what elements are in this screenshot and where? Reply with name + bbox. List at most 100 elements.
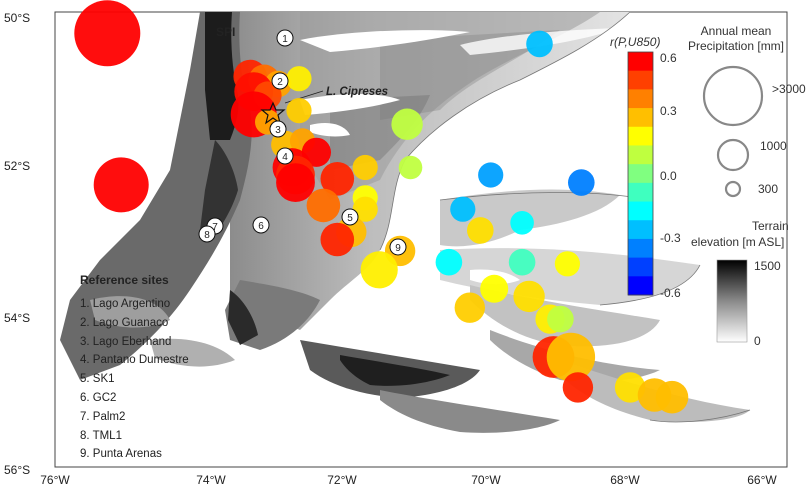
station-marker bbox=[306, 188, 341, 223]
svg-text:8: 8 bbox=[204, 230, 210, 241]
colorbar-segment bbox=[628, 164, 653, 184]
reference-site-item: 8. TML1 bbox=[80, 430, 122, 442]
site-marker-9: 9 bbox=[389, 238, 407, 256]
station-marker bbox=[276, 163, 315, 203]
reference-site-item: 4. Pantano Dumestre bbox=[80, 354, 189, 366]
site-marker-6: 6 bbox=[252, 216, 270, 234]
latitude-axis: 50°S 52°S 54°S 56°S bbox=[4, 11, 30, 477]
station-marker bbox=[526, 30, 553, 58]
elevation-legend: Terrain elevation [m ASL] 1500 0 bbox=[691, 219, 789, 348]
lat-tick: 56°S bbox=[4, 463, 30, 477]
reference-site-item: 5. SK1 bbox=[80, 373, 115, 385]
colorbar-tick: 0.0 bbox=[660, 169, 677, 183]
reference-site-item: 9. Punta Arenas bbox=[80, 448, 162, 460]
station-marker bbox=[562, 372, 594, 403]
station-marker bbox=[454, 292, 485, 323]
precip-legend-circle-small bbox=[724, 180, 742, 198]
elev-legend-title-1: Terrain bbox=[752, 219, 789, 233]
elev-legend-max: 1500 bbox=[754, 259, 781, 273]
station-marker bbox=[391, 108, 423, 140]
station-marker bbox=[467, 217, 494, 244]
precip-legend-value: >3000 bbox=[772, 82, 806, 96]
reference-sites-title: Reference sites bbox=[80, 273, 169, 287]
site-marker-4: 4 bbox=[276, 147, 294, 165]
station-markers bbox=[74, 0, 689, 414]
elevation-gradient-bar bbox=[716, 259, 748, 343]
station-marker bbox=[614, 372, 646, 403]
reference-site-markers: 1 2 3 4 5 6 7 8 9 bbox=[198, 29, 407, 256]
precip-legend-circle-medium bbox=[716, 138, 750, 172]
svg-text:6: 6 bbox=[258, 221, 264, 232]
lon-tick: 74°W bbox=[196, 473, 226, 487]
elev-legend-min: 0 bbox=[754, 334, 761, 348]
precipitation-size-legend: Annual mean Precipitation [mm] >3000 100… bbox=[688, 24, 806, 198]
lon-tick: 66°W bbox=[747, 473, 777, 487]
colorbar-tick: -0.3 bbox=[660, 231, 681, 245]
station-marker bbox=[435, 248, 463, 276]
site-marker-2: 2 bbox=[271, 72, 289, 90]
station-marker bbox=[547, 305, 574, 333]
station-marker bbox=[450, 196, 476, 222]
station-marker bbox=[568, 169, 595, 196]
colorbar-segment bbox=[628, 276, 653, 296]
colorbar-title: r(P,U850) bbox=[610, 35, 660, 49]
station-marker bbox=[320, 162, 355, 196]
lat-tick: 54°S bbox=[4, 311, 30, 325]
lon-tick: 70°W bbox=[471, 473, 501, 487]
cipreses-label: L. Cipreses bbox=[326, 86, 388, 98]
spi-label: SPI bbox=[216, 25, 235, 39]
lat-tick: 50°S bbox=[4, 11, 30, 25]
colorbar-frame bbox=[627, 51, 654, 296]
colorbar-segment bbox=[628, 145, 653, 165]
site-marker-3: 3 bbox=[269, 120, 287, 138]
station-marker bbox=[352, 196, 378, 222]
colorbar-tick: 0.3 bbox=[660, 104, 677, 118]
precip-legend-circle-large bbox=[702, 65, 764, 127]
station-marker bbox=[655, 380, 689, 414]
reference-site-item: 3. Lago Eberhand bbox=[80, 336, 171, 348]
longitude-axis: 76°W 74°W 72°W 70°W 68°W 66°W bbox=[40, 473, 777, 487]
correlation-colorbar: r(P,U850) 0.6 0.3 0.0 -0.3 -0.6 bbox=[610, 35, 681, 300]
site-marker-8: 8 bbox=[198, 225, 216, 243]
station-marker bbox=[554, 251, 581, 277]
station-marker bbox=[286, 66, 312, 92]
cipreses-star-icon bbox=[260, 101, 286, 125]
reference-site-item: 1. Lago Argentino bbox=[80, 298, 170, 310]
lon-tick: 76°W bbox=[40, 473, 70, 487]
station-marker bbox=[74, 0, 141, 67]
station-marker bbox=[510, 211, 534, 235]
station-marker bbox=[93, 157, 149, 213]
svg-text:1: 1 bbox=[282, 34, 288, 45]
colorbar-segment bbox=[628, 70, 653, 90]
lon-tick: 68°W bbox=[610, 473, 640, 487]
colorbar-segment bbox=[628, 89, 653, 109]
colorbar-segment bbox=[628, 257, 653, 277]
site-marker-5: 5 bbox=[341, 208, 359, 226]
colorbar-segment bbox=[628, 52, 653, 72]
colorbar-segment bbox=[628, 126, 653, 146]
station-marker bbox=[360, 251, 398, 289]
svg-text:2: 2 bbox=[277, 77, 283, 88]
reference-sites-list: Reference sites 1. Lago Argentino 2. Lag… bbox=[80, 273, 189, 460]
reference-site-item: 7. Palm2 bbox=[80, 411, 125, 423]
lat-tick: 52°S bbox=[4, 159, 30, 173]
station-marker bbox=[546, 332, 596, 382]
colorbar-tick: -0.6 bbox=[660, 286, 681, 300]
station-marker bbox=[352, 154, 378, 181]
colorbar-segment bbox=[628, 201, 653, 221]
colorbar-tick: 0.6 bbox=[660, 51, 677, 65]
colorbar-segment bbox=[628, 108, 653, 128]
station-marker bbox=[478, 162, 504, 188]
station-marker bbox=[480, 274, 509, 303]
precip-legend-title-2: Precipitation [mm] bbox=[688, 39, 784, 53]
svg-text:3: 3 bbox=[275, 125, 281, 136]
station-marker bbox=[398, 155, 423, 180]
svg-text:7: 7 bbox=[212, 222, 218, 233]
elev-legend-title-2: elevation [m ASL] bbox=[691, 235, 784, 249]
colorbar-segment bbox=[628, 238, 653, 259]
colorbar-segment bbox=[628, 220, 653, 240]
station-marker bbox=[320, 222, 355, 257]
reference-site-item: 2. Lago Guanaco bbox=[80, 317, 168, 329]
station-marker bbox=[513, 280, 545, 313]
